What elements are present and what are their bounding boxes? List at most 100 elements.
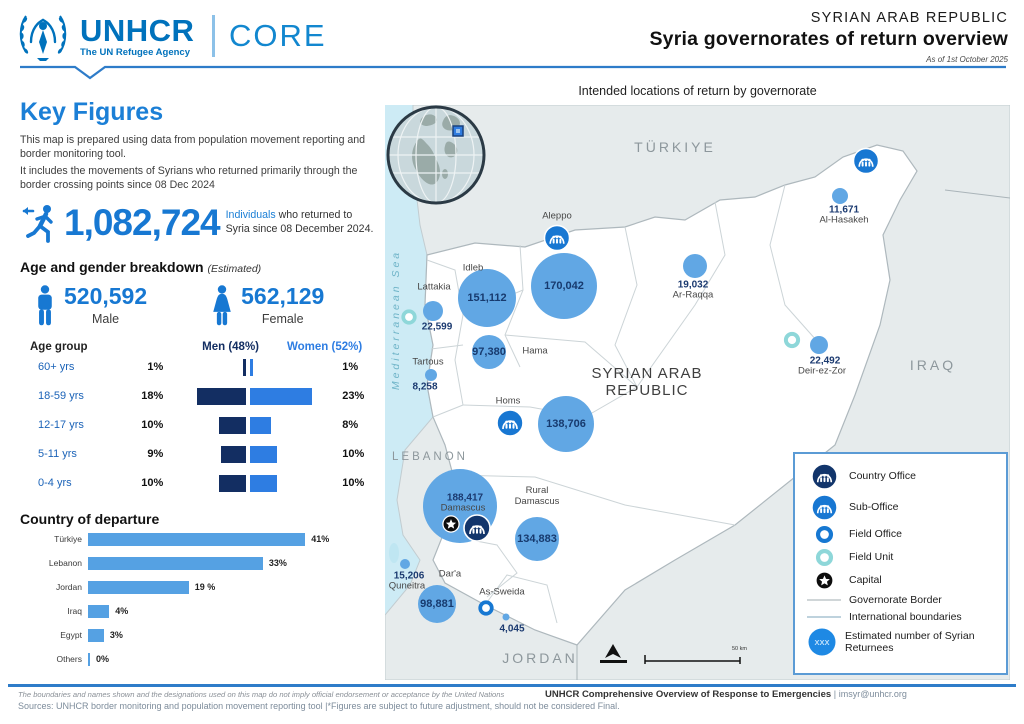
male-label: Male bbox=[92, 311, 120, 326]
logo-tagline: The UN Refugee Agency bbox=[80, 46, 190, 58]
returnee-bubble-homs: 138,706 bbox=[538, 396, 594, 452]
departure-chart-title: Country of departure bbox=[20, 510, 160, 527]
legend-label: International boundaries bbox=[849, 610, 962, 623]
total-returnees-value: 1,082,724 bbox=[64, 202, 221, 244]
returnee-value-quneitra: 15,206 bbox=[393, 570, 425, 582]
total-returnees-row: 1,082,724 Individuals who returned to Sy… bbox=[20, 202, 382, 244]
legend-item-country-office: Country Office bbox=[807, 463, 998, 490]
returnee-bubble-tartous bbox=[425, 369, 437, 381]
age-group-name: 12-17 yrs bbox=[38, 419, 84, 432]
legend-label: Governorate Border bbox=[849, 594, 942, 606]
governorate-border-icon bbox=[807, 597, 841, 603]
men-percent: 10% bbox=[141, 419, 164, 432]
men-percent: 18% bbox=[141, 390, 164, 403]
returnee-value-as-sweida: 4,045 bbox=[499, 623, 525, 635]
key-figures-desc2: It includes the movements of Syrians who… bbox=[20, 164, 358, 191]
governorate-label-ar-raqqa: Ar-Raqqa bbox=[672, 289, 714, 301]
country-office-icon bbox=[807, 463, 841, 490]
departure-value: 0% bbox=[96, 654, 110, 665]
age-gender-subtitle: (Estimated) bbox=[207, 262, 262, 275]
governorate-label-idleb: Idleb bbox=[462, 262, 484, 274]
returnee-bubble-as-sweida bbox=[502, 613, 510, 621]
globe-inset-icon bbox=[386, 105, 486, 205]
men-bar bbox=[168, 387, 246, 405]
departure-row: Lebanon 33% bbox=[20, 552, 382, 575]
svg-text:XXX: XXX bbox=[814, 638, 829, 647]
men-bar bbox=[168, 358, 246, 376]
sub-office-icon bbox=[807, 494, 841, 521]
returnee-value-lattakia: 22,599 bbox=[421, 321, 453, 333]
individuals-rest: who returned to Syria since 08 December … bbox=[225, 209, 374, 235]
legend-label: Sub-Office bbox=[849, 501, 899, 514]
north-arrow-icon bbox=[600, 644, 741, 664]
governorate-label-hama: Hama bbox=[522, 345, 548, 357]
returnee-bubble-idleb: 151,112 bbox=[458, 269, 516, 327]
departure-value: 41% bbox=[311, 534, 330, 545]
legend-item-field-unit: Field Unit bbox=[807, 548, 998, 567]
international-boundary-icon bbox=[807, 614, 841, 620]
footer-brand: UNHCR Comprehensive Overview of Response… bbox=[545, 689, 907, 700]
men-percent: 1% bbox=[147, 361, 164, 374]
departure-bar bbox=[88, 628, 104, 642]
departure-row: Türkiye 41% bbox=[20, 528, 382, 551]
departure-value: 33% bbox=[268, 558, 287, 569]
male-icon bbox=[38, 285, 52, 326]
governorate-label-damascus: Damascus bbox=[440, 502, 486, 514]
age-pyramid-row: 5-11 yrs 9% 10% bbox=[20, 440, 382, 469]
returnee-value-al-hasakeh: 11,671 bbox=[828, 204, 860, 216]
returnee-runner-icon bbox=[22, 204, 53, 243]
governorate-label-aleppo: Aleppo bbox=[542, 210, 572, 222]
male-value: 520,592 bbox=[64, 282, 148, 309]
governorate-label-al-hasakeh: Al-Hasakeh bbox=[819, 214, 869, 226]
departure-country-label: Jordan bbox=[56, 582, 82, 593]
departure-row: Iraq 4% bbox=[20, 600, 382, 623]
bubble-value-aleppo: 170,042 bbox=[544, 280, 584, 292]
returnee-bubble-deir-ez-zor bbox=[810, 336, 828, 354]
key-figures-desc1: This map is prepared using data from pop… bbox=[20, 134, 366, 160]
departure-row: Jordan 19 % bbox=[20, 576, 382, 599]
bubble-value-idleb: 151,112 bbox=[467, 292, 507, 304]
field-office-icon-as-sweida bbox=[478, 600, 495, 617]
age-group-label: Age group bbox=[30, 340, 88, 353]
departure-country-label: Lebanon bbox=[48, 558, 82, 569]
legend-label: Capital bbox=[849, 574, 882, 587]
returnee-bubble-al-hasakeh bbox=[832, 188, 848, 204]
female-label: Female bbox=[261, 311, 304, 326]
women-bar bbox=[249, 445, 337, 463]
footer-sources: Sources: UNHCR border monitoring and pop… bbox=[18, 701, 620, 711]
legend-label: Field Office bbox=[849, 528, 902, 541]
capital-icon-damascus bbox=[442, 515, 460, 533]
governorate-label-lattakia: Lattakia bbox=[417, 281, 451, 293]
governorate-label-quneitra: Quneitra bbox=[388, 580, 426, 592]
women-bar bbox=[249, 474, 337, 492]
returnee-bubble-hama: 97,380 bbox=[472, 335, 506, 369]
women-percent: 10% bbox=[342, 448, 365, 461]
departure-bar bbox=[88, 532, 306, 546]
women-bar bbox=[249, 416, 337, 434]
scale-label: 50 km bbox=[732, 646, 747, 652]
men-bar bbox=[168, 474, 246, 492]
women-percent: 10% bbox=[342, 477, 365, 490]
header-rule bbox=[20, 65, 1006, 80]
returnee-bubble-rural-damascus: 134,883 bbox=[515, 517, 559, 561]
age-group-name: 60+ yrs bbox=[38, 361, 75, 374]
returnee-value-tartous: 8,258 bbox=[412, 381, 438, 393]
governorate-label-as-sweida: As-Sweida bbox=[479, 586, 525, 598]
departure-value: 19 % bbox=[194, 582, 216, 593]
bubble-value-hama: 97,380 bbox=[472, 346, 506, 358]
departure-country-label: Türkiye bbox=[54, 534, 82, 545]
returnee-value-ar-raqqa: 19,032 bbox=[677, 279, 709, 291]
footer-email-link[interactable]: imsyr@unhcr.org bbox=[838, 689, 907, 699]
female-value: 562,129 bbox=[241, 282, 325, 309]
men-series-label: Men (48%) bbox=[202, 340, 259, 353]
footer-disclaimer: The boundaries and names shown and the d… bbox=[18, 690, 505, 699]
individuals-highlight: Individuals bbox=[225, 209, 276, 222]
map-legend: Country Office Sub-Office Field Office Fiel… bbox=[793, 452, 1008, 675]
report-country: SYRIAN ARAB REPUBLIC bbox=[810, 10, 1008, 26]
region-label-iraq: IRAQ bbox=[909, 357, 957, 373]
male-stat: 520,592 Male bbox=[32, 282, 148, 327]
age-pyramid-row: 60+ yrs 1% 1% bbox=[20, 353, 382, 382]
departure-value: 3% bbox=[109, 630, 123, 641]
footer-rule bbox=[8, 684, 1016, 687]
